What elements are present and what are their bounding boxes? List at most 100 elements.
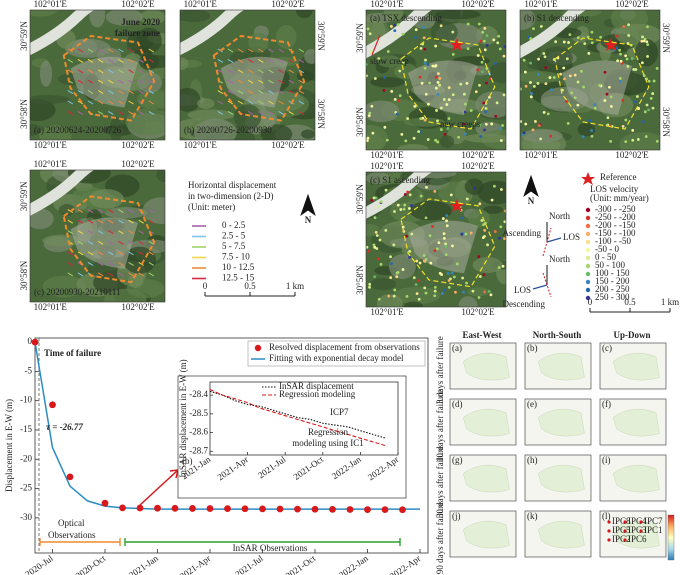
ps-point (465, 281, 468, 285)
vector (128, 230, 134, 235)
ps-point (546, 112, 550, 116)
ps-point (400, 132, 404, 136)
vector (77, 272, 84, 277)
vector (148, 110, 155, 115)
map-frame (179, 9, 316, 141)
ps-point (390, 25, 393, 28)
ps-point (478, 83, 481, 87)
terrain (104, 207, 148, 219)
ps-point (407, 207, 411, 210)
vector (128, 48, 134, 53)
ps-point (462, 290, 465, 294)
vector (108, 240, 114, 245)
terrain (487, 62, 506, 84)
vector (108, 219, 114, 224)
geometry-label: LOS (514, 285, 531, 295)
ps-point (529, 81, 532, 84)
ps-point (373, 275, 377, 279)
vector (278, 79, 284, 84)
vector (77, 69, 84, 74)
ps-point (372, 243, 376, 247)
x-tick-label: 2021-Jul (233, 553, 265, 575)
legend-box (247, 340, 426, 367)
ps-point (393, 97, 397, 101)
legend-swatch (585, 271, 591, 277)
terrain (136, 27, 162, 54)
legend-label: Fitting with exponential decay model (269, 353, 404, 363)
x-tick-label: 2021-Apr (178, 553, 212, 575)
ps-point (625, 57, 629, 61)
lat-label: 30°59'N (19, 181, 29, 211)
ps-point (404, 139, 408, 143)
ps-point (636, 107, 640, 111)
ps-point (371, 131, 375, 135)
scale-label: 0.5 (244, 281, 256, 291)
ps-point (480, 60, 484, 64)
map-frame (519, 9, 661, 151)
ps-point (366, 63, 368, 66)
legend-label: -100 - -50 (595, 236, 631, 246)
vector (237, 79, 244, 84)
lon-label: 102°02'E (461, 0, 495, 9)
scale-label: 0 (203, 281, 208, 291)
legend-label: 150 - 200 (595, 276, 630, 286)
vector (138, 110, 144, 115)
ps-point (390, 262, 393, 265)
ps-point (536, 73, 540, 76)
ps-point (501, 264, 505, 268)
panel-letter: (d) (452, 399, 463, 409)
vector (288, 58, 294, 63)
ps-point (427, 102, 430, 106)
ps-point (633, 100, 637, 104)
map-frame (449, 342, 517, 390)
vector (128, 261, 134, 266)
ps-point (433, 285, 437, 289)
ps-point (539, 137, 543, 141)
ps-point (502, 93, 506, 97)
ps-point (606, 116, 610, 120)
ps-point (643, 110, 647, 114)
lat-label: 30°58'N (355, 107, 365, 137)
ps-point (621, 125, 625, 128)
legend-swatch (585, 255, 591, 261)
row-label: 10 days after failure (435, 390, 445, 462)
annotation: modeling using IC1 (292, 438, 364, 448)
panel-label: (a) 20200624-20200726 (34, 125, 122, 135)
ps-point (426, 63, 430, 66)
span-arrow (39, 538, 121, 546)
ps-point (395, 271, 399, 275)
reference-icon (581, 172, 595, 185)
ps-point (529, 95, 533, 99)
icp-label: IPC5 (612, 525, 631, 535)
vector (97, 100, 104, 105)
ps-point (641, 35, 644, 39)
ps-point (428, 234, 432, 238)
data-point (66, 473, 74, 481)
vector (148, 219, 155, 224)
row-label: 3 days after failure (435, 336, 445, 404)
vector (138, 251, 144, 256)
terrain (275, 24, 297, 49)
lon-label: 102°01'E (184, 140, 218, 150)
ps-point (460, 232, 464, 236)
data-point (49, 401, 56, 409)
vector (108, 90, 114, 95)
lat-label: 30°58'N (19, 260, 29, 290)
ps-point (440, 291, 444, 295)
y-tick-label: -28.5 (189, 408, 208, 418)
annotation: InSAR Observations (233, 543, 308, 553)
data-line (209, 390, 386, 439)
icp-marker (623, 538, 627, 542)
terrain (187, 109, 235, 121)
vector (288, 79, 294, 84)
legend-swatch (585, 223, 591, 229)
vector (87, 261, 94, 266)
ps-point (483, 27, 487, 30)
ps-point (379, 262, 383, 266)
map-panel (599, 398, 667, 446)
map-patch (612, 408, 660, 437)
track-line (542, 272, 552, 298)
vector (138, 58, 144, 63)
ps-point (482, 39, 486, 43)
